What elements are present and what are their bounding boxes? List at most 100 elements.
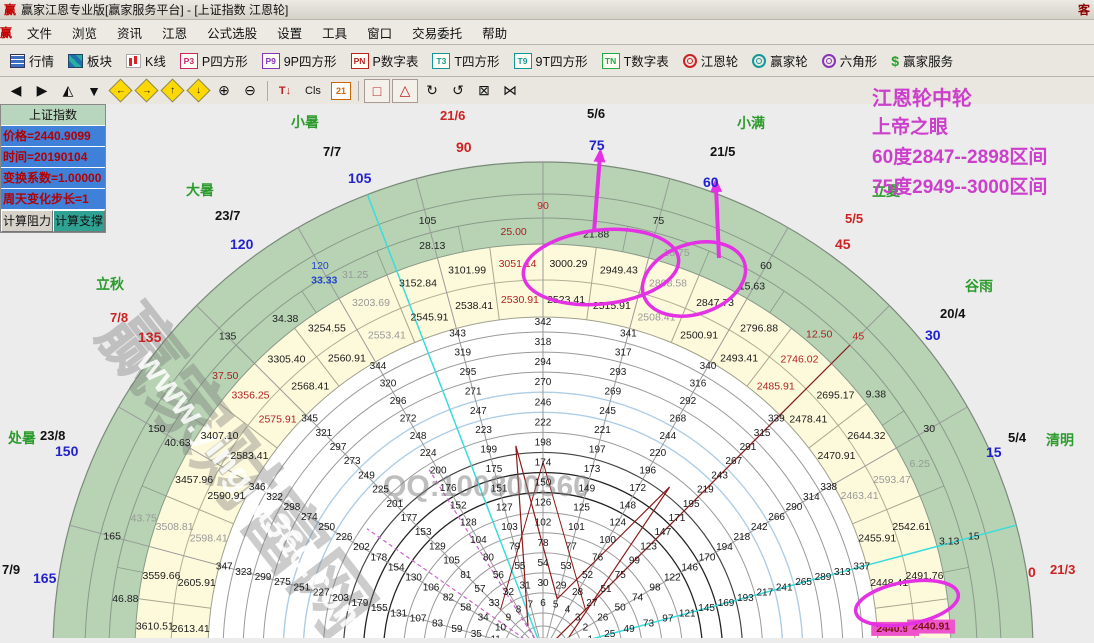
- degree-value: 105: [419, 215, 437, 227]
- percent-value: 46.88: [112, 593, 138, 605]
- range-icon[interactable]: T↓: [278, 84, 292, 97]
- toolbar-label: 江恩轮: [700, 55, 739, 69]
- toolbar-赢家轮[interactable]: 赢家轮: [745, 48, 815, 73]
- move-down-icon[interactable]: ↓: [185, 78, 211, 103]
- percent-value: 9.38: [866, 388, 887, 400]
- rotate-cw-icon[interactable]: ↻: [426, 82, 438, 98]
- zoom-out-icon[interactable]: ⊖: [244, 82, 256, 98]
- spiral-number: 153: [415, 527, 432, 538]
- inner-price-value: 2560.91: [328, 352, 366, 364]
- app-logo-icon: 赢: [4, 3, 17, 17]
- spiral-number: 146: [681, 562, 698, 573]
- spiral-number: 53: [561, 561, 573, 572]
- rotate-ccw-icon[interactable]: ↺: [452, 82, 464, 98]
- zoom-in-icon[interactable]: ⊕: [218, 82, 230, 98]
- outer-price-value: 2796.88: [740, 323, 778, 335]
- calc-resistance-button[interactable]: 计算阻力: [1, 210, 53, 232]
- percent-value: 28.13: [419, 240, 445, 252]
- menu-4[interactable]: 公式选股: [207, 26, 258, 41]
- title-bar[interactable]: 赢 赢家江恩专业版[赢家服务平台] - [上证指数 江恩轮] 客: [0, 0, 1094, 20]
- wheel-outer-label: 45: [835, 236, 851, 252]
- inner-price-value: 2598.41: [190, 533, 228, 545]
- inner-price-value: 2553.41: [368, 329, 406, 341]
- sector-blocks-icon: [68, 53, 84, 68]
- degree-value: 150: [148, 423, 166, 435]
- percent-cell-line: [117, 566, 143, 573]
- next-icon[interactable]: ▶: [36, 82, 48, 98]
- P9-icon: P9: [261, 52, 280, 69]
- spiral-number: 129: [429, 541, 446, 552]
- spiral-number: 81: [460, 570, 472, 581]
- spiral-number: 155: [371, 603, 388, 614]
- menu-3[interactable]: 江恩: [162, 26, 188, 41]
- menu-5[interactable]: 设置: [277, 26, 303, 41]
- prev-icon[interactable]: ◀: [10, 82, 22, 98]
- spiral-number: 247: [470, 406, 487, 417]
- menu-7[interactable]: 窗口: [367, 26, 393, 41]
- menu-9[interactable]: 帮助: [482, 26, 508, 41]
- percent-cell-line: [457, 226, 464, 252]
- sector-spoke: [548, 227, 789, 642]
- up-step-icon[interactable]: ◭: [62, 82, 74, 98]
- spiral-number: 274: [301, 512, 318, 523]
- toolbar-label: 六角形: [839, 55, 878, 69]
- wheel-outer-label: 20/4: [940, 306, 966, 321]
- spiral-number: 200: [430, 466, 447, 477]
- calendar-icon[interactable]: 21: [329, 80, 353, 102]
- spiral-number: 75: [615, 570, 627, 581]
- spiral-number: 250: [318, 522, 335, 533]
- toolbar-P数字表[interactable]: PN P数字表: [344, 48, 426, 73]
- down-step-icon[interactable]: ▼: [87, 82, 101, 99]
- calc-support-button[interactable]: 计算支撑: [53, 210, 105, 232]
- toolbar-P四方形[interactable]: P3 P四方形: [173, 48, 255, 73]
- customer-service-button[interactable]: 客: [1077, 3, 1090, 17]
- shrink-icon[interactable]: ⋈: [503, 82, 517, 98]
- spiral-number: 27: [586, 598, 598, 609]
- menu-6[interactable]: 工具: [322, 26, 348, 41]
- toolbar-行情[interactable]: 行情: [3, 48, 61, 73]
- toolbar-板块[interactable]: 板块: [61, 48, 119, 73]
- toolbar-9T四方形[interactable]: T9 9T四方形: [507, 48, 595, 73]
- toolbar-六角形[interactable]: 六角形: [815, 48, 885, 73]
- spiral-number: 125: [573, 503, 590, 514]
- wheel-outer-label: 立秋: [96, 276, 124, 292]
- outer-price-value: 2949.43: [600, 264, 638, 276]
- menu-8[interactable]: 交易委托: [412, 26, 463, 41]
- rect-tool-icon[interactable]: □: [364, 78, 390, 103]
- gann-line-45: [551, 344, 851, 643]
- menu-0[interactable]: 文件: [27, 26, 53, 41]
- cls-button[interactable]: Cls: [305, 84, 321, 97]
- percent-value: 37.50: [212, 370, 238, 382]
- toolbar-江恩轮[interactable]: 江恩轮: [676, 48, 746, 73]
- spiral-number: 1: [588, 634, 594, 638]
- spiral-number: 293: [610, 367, 627, 378]
- quote-grid-icon: [10, 53, 25, 68]
- current-price-label: 2440.91: [912, 621, 950, 633]
- toolbar-T数字表[interactable]: TN T数字表: [595, 48, 676, 73]
- spiral-number: 169: [718, 598, 735, 609]
- expand-icon[interactable]: ⊠: [478, 82, 490, 98]
- price-cell-line: [294, 328, 340, 387]
- move-left-icon[interactable]: ←: [107, 78, 133, 103]
- move-right-icon[interactable]: →: [133, 78, 159, 103]
- quote-title: 上证指数: [1, 105, 105, 126]
- gann-wheel-svg[interactable]: 赢家财富网www.yingjia360.comQQ:10080036012345…: [0, 104, 1094, 643]
- triangle-tool-icon[interactable]: △: [392, 78, 418, 103]
- degree-value: 120: [311, 260, 329, 272]
- menu-1[interactable]: 浏览: [72, 26, 98, 41]
- menu-2[interactable]: 资讯: [117, 26, 143, 41]
- spiral-number: 107: [410, 614, 427, 625]
- ring-icon: [752, 53, 767, 68]
- toolbar-9P四方形[interactable]: P9 9P四方形: [255, 48, 344, 73]
- PN-icon: PN: [350, 52, 369, 69]
- gann-wheel-chart[interactable]: 赢家财富网www.yingjia360.comQQ:10080036012345…: [0, 104, 1094, 643]
- spiral-number: 52: [582, 570, 594, 581]
- toolbar-T四方形[interactable]: T3 T四方形: [425, 48, 506, 73]
- toolbar-K线[interactable]: K线: [119, 48, 173, 73]
- inner-price-value: 2568.41: [291, 381, 329, 393]
- wheel-outer-label: 15: [986, 444, 1002, 460]
- move-up-icon[interactable]: ↑: [159, 78, 185, 103]
- toolbar-赢家服务[interactable]: $ 赢家服务: [884, 48, 960, 73]
- spiral-number: 31: [520, 580, 532, 591]
- spiral-number: 193: [737, 593, 754, 604]
